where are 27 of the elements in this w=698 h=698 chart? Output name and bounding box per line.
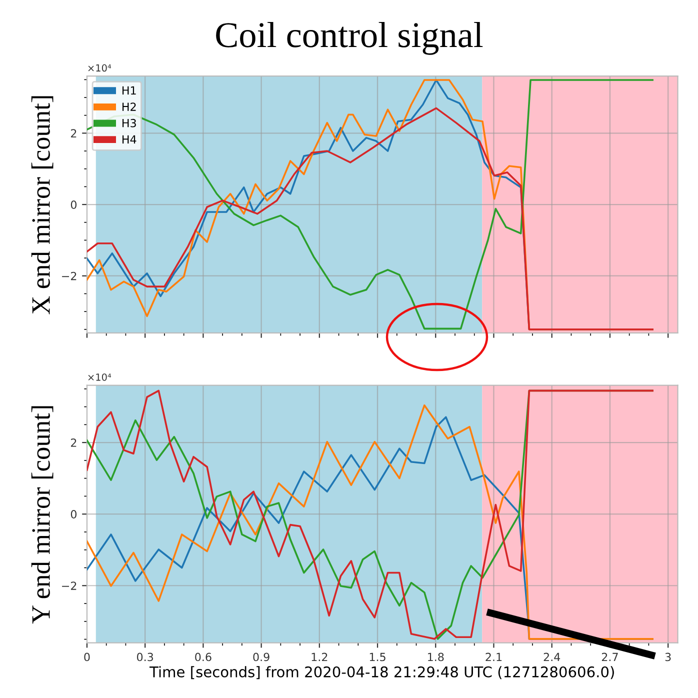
legend-label: H3 — [122, 118, 136, 128]
x-tick-label: 2.1 — [486, 652, 502, 662]
legend-label: H2 — [122, 102, 136, 111]
y-axis-title: X end mirror [count] — [31, 96, 54, 314]
x-tick-label: 0.9 — [253, 652, 270, 662]
x-tick-label: 1.8 — [428, 652, 444, 662]
legend-label: H4 — [122, 135, 136, 144]
legend-label: H1 — [122, 86, 136, 95]
y-tick-label: 2 — [70, 438, 76, 447]
y-tick-label: 0 — [70, 510, 77, 518]
chart-title: Coil control signal — [216, 22, 483, 55]
x-axis-title: Time [seconds] from 2020-04-18 21:29:48 UTC (1271280606.0) — [150, 666, 614, 680]
x-tick-label: 1.5 — [370, 652, 386, 662]
text: ×10⁴ — [88, 64, 112, 72]
x-tick-label: 0 — [84, 652, 90, 662]
x-tick-label: 2.7 — [602, 652, 618, 662]
y-tick-label: 0 — [70, 200, 77, 209]
y-axis-title: Y end mirror [count] — [31, 406, 54, 624]
x-tick-label: 0.6 — [195, 652, 212, 662]
text: ×10⁴ — [88, 373, 112, 381]
x-tick-label: 3 — [665, 652, 671, 662]
y-tick-label: 2 — [70, 129, 76, 138]
x-tick-label: 0.3 — [136, 652, 154, 662]
y-tick-label: −2 — [62, 272, 76, 280]
y-tick-label: −2 — [62, 582, 76, 590]
x-tick-label: 2.4 — [544, 652, 560, 662]
x-tick-label: 1.2 — [312, 652, 328, 662]
